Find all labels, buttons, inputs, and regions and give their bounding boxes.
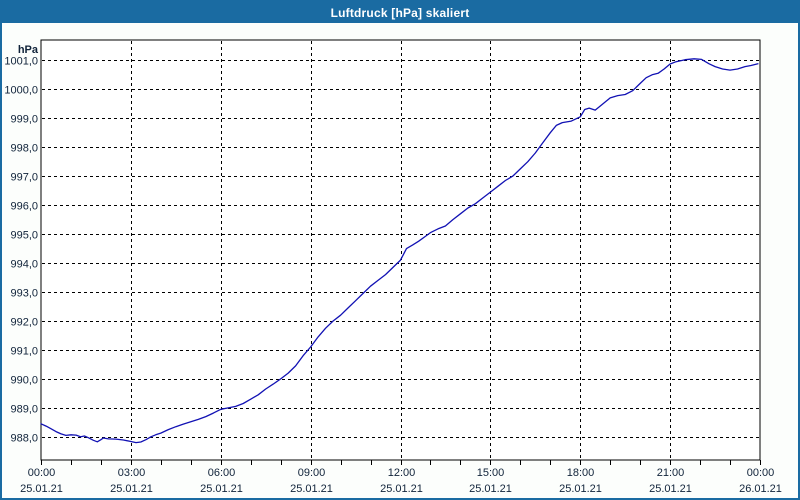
svg-text:06:00: 06:00 <box>208 467 236 479</box>
svg-text:998,0: 998,0 <box>10 143 38 155</box>
svg-text:25.01.21: 25.01.21 <box>200 483 243 495</box>
svg-text:994,0: 994,0 <box>10 259 38 271</box>
gridlines <box>42 41 759 459</box>
svg-text:21:00: 21:00 <box>657 467 685 479</box>
svg-text:18:00: 18:00 <box>567 467 595 479</box>
svg-text:1000,0: 1000,0 <box>4 85 38 97</box>
svg-text:991,0: 991,0 <box>10 346 38 358</box>
svg-text:00:00: 00:00 <box>747 467 775 479</box>
svg-text:996,0: 996,0 <box>10 201 38 213</box>
svg-text:12:00: 12:00 <box>388 467 416 479</box>
svg-text:hPa: hPa <box>18 44 39 56</box>
svg-text:990,0: 990,0 <box>10 375 38 387</box>
svg-text:1001,0: 1001,0 <box>4 56 38 68</box>
svg-text:00:00: 00:00 <box>28 467 56 479</box>
svg-text:25.01.21: 25.01.21 <box>469 483 512 495</box>
window-titlebar: Luftdruck [hPa] skaliert <box>2 2 798 23</box>
svg-text:09:00: 09:00 <box>298 467 326 479</box>
window-title: Luftdruck [hPa] skaliert <box>330 5 470 20</box>
svg-text:992,0: 992,0 <box>10 317 38 329</box>
plot-area <box>40 39 761 461</box>
svg-text:25.01.21: 25.01.21 <box>290 483 333 495</box>
series-line-luftdruck <box>40 58 759 444</box>
svg-text:25.01.21: 25.01.21 <box>649 483 692 495</box>
svg-text:995,0: 995,0 <box>10 230 38 242</box>
svg-text:25.01.21: 25.01.21 <box>20 483 63 495</box>
svg-text:26.01.21: 26.01.21 <box>739 483 782 495</box>
svg-text:988,0: 988,0 <box>10 433 38 445</box>
svg-text:25.01.21: 25.01.21 <box>380 483 423 495</box>
svg-text:15:00: 15:00 <box>477 467 505 479</box>
svg-text:03:00: 03:00 <box>118 467 146 479</box>
svg-text:999,0: 999,0 <box>10 114 38 126</box>
svg-text:989,0: 989,0 <box>10 404 38 416</box>
svg-text:25.01.21: 25.01.21 <box>559 483 602 495</box>
svg-text:25.01.21: 25.01.21 <box>110 483 153 495</box>
axis-ticks <box>41 460 761 465</box>
chart-panel: hPa 1001,0 1000,0 999,0 998,0 997,0 996,0 995,0… <box>2 23 798 498</box>
x-axis-labels: 00:00 25.01.21 03:00 25.01.21 06:00 25.01.21 0… <box>20 467 782 495</box>
svg-text:997,0: 997,0 <box>10 172 38 184</box>
svg-text:993,0: 993,0 <box>10 288 38 300</box>
